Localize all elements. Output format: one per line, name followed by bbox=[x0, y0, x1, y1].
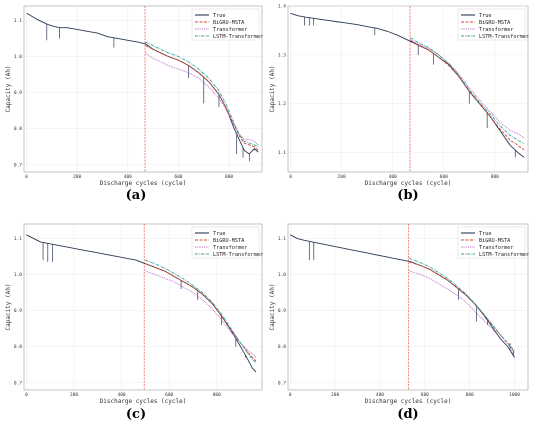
x-tick-label: 600 bbox=[440, 174, 448, 180]
x-tick-label: 0 bbox=[289, 392, 292, 398]
legend: TrueBiGRU-MSTATransformerLSTM-Transforme… bbox=[191, 226, 263, 259]
series-line-bigru-msta bbox=[145, 45, 259, 151]
x-tick-label: 600 bbox=[174, 174, 182, 180]
legend-entry: BiGRU-MSTA bbox=[479, 20, 511, 26]
panel-label: (a) bbox=[126, 188, 147, 203]
x-tick-label: 800 bbox=[466, 392, 474, 398]
series-line-bigru-msta bbox=[408, 261, 515, 351]
series-line-true bbox=[26, 12, 259, 155]
x-tick-label: 400 bbox=[389, 174, 397, 180]
x-tick-label: 1000 bbox=[509, 392, 520, 398]
legend-entry: True bbox=[479, 13, 492, 19]
legend-entry: LSTM-Transformer bbox=[213, 34, 263, 40]
y-tick-label: 1.1 bbox=[278, 150, 286, 156]
y-axis-label: Capacity (Ah) bbox=[5, 284, 12, 331]
y-tick-label: 1.3 bbox=[278, 52, 286, 58]
x-tick-label: 0 bbox=[25, 392, 28, 398]
x-tick-label: 200 bbox=[331, 392, 339, 398]
series-line-transformer bbox=[408, 270, 515, 355]
series-line-lstm-transformer bbox=[408, 257, 515, 353]
panel-label: (b) bbox=[397, 188, 418, 203]
x-tick-label: 800 bbox=[491, 174, 499, 180]
x-tick-label: 400 bbox=[124, 174, 132, 180]
series-line-bigru-msta bbox=[145, 263, 257, 362]
y-tick-label: 0.9 bbox=[14, 308, 22, 314]
chart-panel-2: 0 200 400 600 800 1.1 1.2 1.3 1.4 TrueBiGRU-MSTAT… bbox=[269, 4, 529, 204]
y-tick-label: 0.9 bbox=[278, 308, 286, 314]
grid bbox=[288, 5, 528, 172]
series-line-lstm-transformer bbox=[145, 41, 259, 148]
x-axis-label: Discharge cycles (cycle) bbox=[100, 398, 187, 405]
chart-panel-4: 0 200 400 600 800 1000 0.7 0.8 0.9 1.0 1.1 TrueBiGR… bbox=[269, 223, 529, 422]
panel-label: (c) bbox=[126, 407, 146, 422]
x-tick-label: 800 bbox=[225, 174, 233, 180]
legend-box bbox=[457, 8, 526, 41]
series-line-transformer bbox=[145, 52, 259, 146]
x-tick-label: 0 bbox=[25, 174, 28, 180]
legend-entry: Transformer bbox=[479, 245, 513, 251]
legend-entry: Transformer bbox=[479, 27, 513, 33]
legend: TrueBiGRU-MSTATransformerLSTM-Transforme… bbox=[457, 8, 529, 41]
y-tick-label: 0.8 bbox=[278, 344, 286, 350]
legend-entry: LSTM-Transformer bbox=[213, 252, 263, 258]
series-line-lstm-transformer bbox=[410, 37, 525, 145]
x-tick-label: 800 bbox=[213, 392, 221, 398]
series-line-lstm-transformer bbox=[145, 259, 257, 364]
legend-entry: True bbox=[213, 231, 226, 237]
y-tick-label: 1.1 bbox=[14, 18, 22, 24]
y-tick-label: 1.4 bbox=[278, 4, 286, 10]
x-tick-label: 200 bbox=[70, 392, 78, 398]
x-tick-label: 0 bbox=[289, 174, 292, 180]
x-tick-label: 200 bbox=[73, 174, 81, 180]
y-tick-label: 0.8 bbox=[14, 126, 22, 132]
x-axis-label: Discharge cycles (cycle) bbox=[100, 180, 187, 187]
y-tick-label: 0.7 bbox=[14, 162, 22, 168]
y-axis-label: Capacity (Ah) bbox=[269, 284, 276, 331]
x-tick-label: 600 bbox=[421, 392, 429, 398]
legend-box bbox=[457, 226, 526, 259]
legend-entry: True bbox=[213, 13, 226, 19]
y-tick-label: 0.7 bbox=[278, 380, 286, 386]
y-tick-label: 0.8 bbox=[14, 344, 22, 350]
y-tick-label: 1.0 bbox=[14, 272, 22, 278]
x-tick-label: 400 bbox=[118, 392, 126, 398]
y-axis-label: Capacity (Ah) bbox=[269, 66, 276, 113]
legend-box bbox=[191, 226, 260, 259]
legend-entry: Transformer bbox=[213, 245, 247, 251]
y-tick-label: 1.2 bbox=[278, 101, 286, 107]
legend-box bbox=[191, 8, 260, 41]
legend-entry: BiGRU-MSTA bbox=[213, 238, 245, 244]
x-axis-label: Discharge cycles (cycle) bbox=[365, 398, 452, 405]
x-tick-label: 200 bbox=[338, 174, 346, 180]
panel-label: (d) bbox=[397, 407, 418, 422]
y-tick-label: 1.1 bbox=[278, 236, 286, 242]
legend: TrueBiGRU-MSTATransformerLSTM-Transforme… bbox=[457, 226, 529, 259]
chart-panel-1: 0 200 400 600 800 0.7 0.8 0.9 1.0 1.1 TrueBiGRU-MS… bbox=[5, 5, 263, 203]
y-tick-label: 1.1 bbox=[14, 236, 22, 242]
y-tick-label: 0.9 bbox=[14, 90, 22, 96]
y-tick-label: 1.0 bbox=[14, 54, 22, 60]
legend-entry: BiGRU-MSTA bbox=[213, 20, 245, 26]
x-axis-label: Discharge cycles (cycle) bbox=[365, 180, 452, 187]
legend-entry: BiGRU-MSTA bbox=[479, 238, 511, 244]
x-tick-label: 600 bbox=[165, 392, 173, 398]
x-tick-label: 400 bbox=[376, 392, 384, 398]
y-tick-label: 0.7 bbox=[14, 380, 22, 386]
y-tick-label: 1.0 bbox=[278, 272, 286, 278]
series-line-transformer bbox=[145, 270, 257, 358]
chart-panel-3: 0 200 400 600 800 0.7 0.8 0.9 1.0 1.1 TrueBiGRU-MS… bbox=[5, 223, 263, 422]
legend-entry: LSTM-Transformer bbox=[479, 252, 529, 258]
legend: TrueBiGRU-MSTATransformerLSTM-Transforme… bbox=[191, 8, 263, 41]
series-line-bigru-msta bbox=[410, 39, 525, 151]
legend-entry: True bbox=[479, 231, 492, 237]
legend-entry: Transformer bbox=[213, 27, 247, 33]
grid bbox=[24, 6, 262, 172]
y-axis-label: Capacity (Ah) bbox=[5, 66, 12, 113]
legend-entry: LSTM-Transformer bbox=[479, 34, 529, 40]
